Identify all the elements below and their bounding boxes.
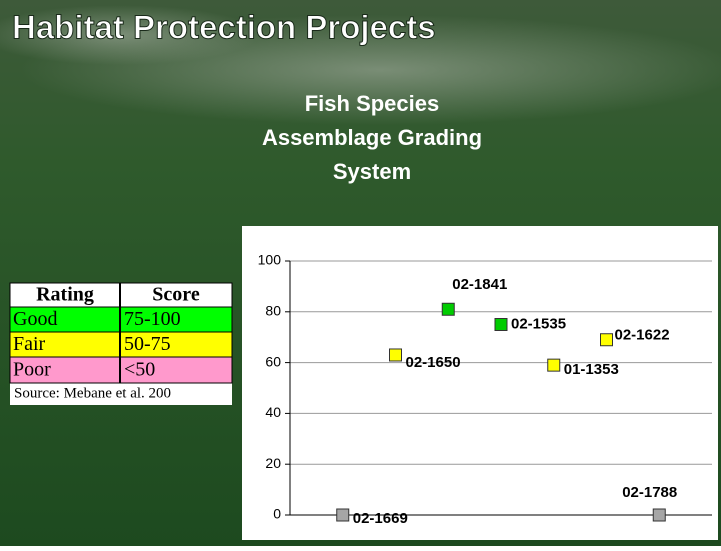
point-label: 02-1622: [615, 327, 670, 344]
subtitle: System: [333, 159, 411, 184]
point: [601, 334, 613, 346]
point-label: 02-1669: [353, 510, 408, 527]
source: Source: Mebane et al. 200: [14, 385, 171, 401]
y-tick-label: 40: [265, 404, 281, 420]
point-label: 02-1841: [452, 276, 507, 293]
table-cell: 50-75: [124, 333, 171, 355]
table-cell: <50: [124, 359, 155, 381]
point-label: 02-1535: [511, 315, 566, 332]
point: [390, 349, 402, 361]
table-cell: Poor: [13, 359, 51, 381]
point: [548, 359, 560, 371]
table-cell: 75-100: [124, 308, 181, 330]
point-label: 02-1788: [622, 484, 677, 501]
slide: Habitat Protection Projects Fish Species…: [0, 0, 721, 546]
slide-title: Habitat Protection Projects: [12, 9, 436, 46]
point: [653, 509, 665, 521]
rating-table: Rating Score Source: Mebane et al. 200 G…: [10, 283, 232, 405]
y-tick-label: 100: [258, 252, 282, 268]
y-tick-label: 80: [265, 303, 281, 319]
point-label: 02-1650: [406, 354, 461, 371]
subtitle: Assemblage Grading: [262, 125, 482, 150]
table-cell: Good: [13, 308, 57, 330]
y-tick-label: 0: [273, 506, 281, 522]
y-tick-label: 20: [265, 455, 281, 471]
header-cell: Score: [152, 284, 200, 306]
point: [337, 509, 349, 521]
point: [442, 303, 454, 315]
header-cell: Rating: [36, 284, 94, 306]
table-cell: Fair: [13, 333, 46, 355]
subtitle: Fish Species: [305, 91, 440, 116]
point-label: 01-1353: [564, 361, 619, 378]
y-tick-label: 60: [265, 353, 281, 369]
page: Habitat Protection Projects Fish Species…: [0, 0, 721, 546]
point: [495, 319, 507, 331]
